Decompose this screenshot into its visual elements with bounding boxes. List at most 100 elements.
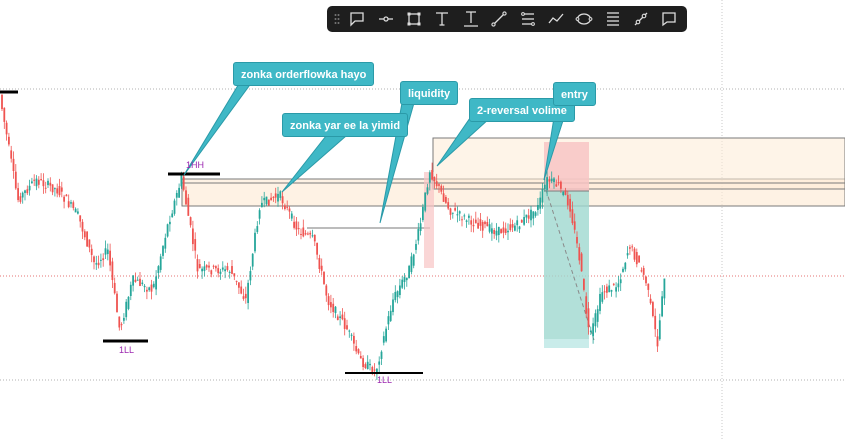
candle-body	[571, 209, 574, 224]
candle-body	[238, 282, 240, 288]
candle-body	[463, 215, 466, 217]
candle-body	[327, 296, 330, 306]
candle-body	[424, 192, 427, 211]
candle-body	[431, 169, 433, 180]
candle-body	[10, 150, 13, 159]
callout-orderflow[interactable]: zonka orderflowka hayo	[233, 62, 375, 86]
candle-body	[619, 279, 622, 284]
candle-body	[599, 293, 601, 311]
candle-body	[297, 228, 300, 230]
candle-body	[1, 94, 3, 110]
callout-liquidity[interactable]: liquidity	[400, 81, 459, 105]
candle-body	[645, 276, 647, 284]
candle-body	[205, 265, 208, 268]
candle-body	[300, 233, 302, 235]
candle-body	[132, 275, 134, 286]
candle-body	[509, 224, 512, 231]
candle-body	[640, 270, 643, 272]
candle-body	[385, 328, 387, 342]
candle-body	[180, 175, 183, 187]
candle-body	[532, 211, 535, 219]
candle-body	[608, 285, 611, 293]
candle-body	[527, 215, 530, 219]
candle-body	[343, 318, 346, 329]
candle-body	[562, 192, 565, 196]
callout-reversal[interactable]: 2-reversal volime	[469, 98, 575, 122]
candle-body	[192, 228, 194, 245]
candle-body	[47, 180, 49, 186]
parallel-channel-tool-button[interactable]	[513, 6, 541, 32]
candle-body	[152, 283, 155, 288]
fib-retracement-tool-button[interactable]	[599, 6, 627, 32]
candle-body	[284, 205, 286, 210]
candle-body	[594, 313, 597, 327]
callout-zone[interactable]: zonka yar ee la yimid	[282, 113, 409, 137]
candle-body	[451, 212, 454, 214]
trend-line-tool-icon	[491, 11, 507, 27]
candle-body	[219, 271, 222, 274]
candle-body	[169, 221, 171, 225]
candle-body	[470, 220, 473, 225]
candle-body	[323, 271, 325, 284]
anchored-text-tool-button[interactable]	[457, 6, 485, 32]
candle-body	[468, 215, 470, 218]
drawing-toolbar	[327, 6, 687, 32]
trend-line-tool-button[interactable]	[485, 6, 513, 32]
candle-body	[143, 285, 146, 288]
candle-body	[228, 271, 231, 273]
candle-body	[479, 219, 482, 226]
candle-body	[518, 226, 521, 230]
candle-body	[557, 182, 560, 184]
candle-body	[649, 298, 652, 304]
candle-body	[54, 188, 56, 190]
horizontal-line-tool-button[interactable]	[371, 6, 399, 32]
callout-tool-button[interactable]	[343, 6, 371, 32]
candle-body	[401, 279, 404, 288]
candle-body	[3, 107, 6, 122]
candle-body	[534, 212, 537, 216]
candle-body	[286, 206, 289, 208]
candle-body	[97, 262, 100, 266]
text-tool-button[interactable]	[428, 6, 456, 32]
drag-handle-icon[interactable]	[331, 6, 343, 32]
callout-entry[interactable]: entry	[553, 82, 596, 106]
candle-body	[139, 278, 141, 286]
candle-body	[24, 190, 26, 193]
candle-body	[106, 249, 109, 255]
candle-body	[566, 194, 569, 206]
candle-body	[622, 268, 624, 272]
ellipse-tool-button[interactable]	[570, 6, 598, 32]
orderflow-zone-right[interactable]	[432, 137, 845, 190]
candle-body	[488, 224, 491, 232]
path-tool-button[interactable]	[542, 6, 570, 32]
candle-body	[341, 314, 344, 320]
candle-body	[5, 122, 8, 135]
candle-body	[302, 227, 305, 237]
candle-body	[516, 220, 519, 226]
candle-body	[617, 283, 620, 288]
candle-body	[14, 171, 17, 189]
candle-body	[332, 303, 335, 312]
candle-body	[560, 181, 562, 189]
candle-body	[109, 250, 111, 266]
candle-body	[86, 231, 88, 247]
candle-body	[511, 224, 514, 228]
candle-body	[359, 355, 362, 359]
candle-body	[118, 316, 121, 328]
candle-body	[215, 266, 217, 269]
candle-body	[656, 336, 659, 347]
candle-body	[339, 316, 341, 319]
candle-body	[26, 189, 29, 194]
candle-body	[288, 208, 291, 212]
line-segment-tool-button[interactable]	[627, 6, 655, 32]
candle-body	[422, 206, 424, 221]
comment-tool-button[interactable]	[655, 6, 683, 32]
candle-body	[318, 257, 321, 269]
candle-body	[196, 259, 199, 272]
candle-body	[175, 192, 178, 198]
candle-body	[408, 265, 410, 279]
rectangle-tool-button[interactable]	[400, 6, 428, 32]
candle-body	[235, 280, 238, 282]
